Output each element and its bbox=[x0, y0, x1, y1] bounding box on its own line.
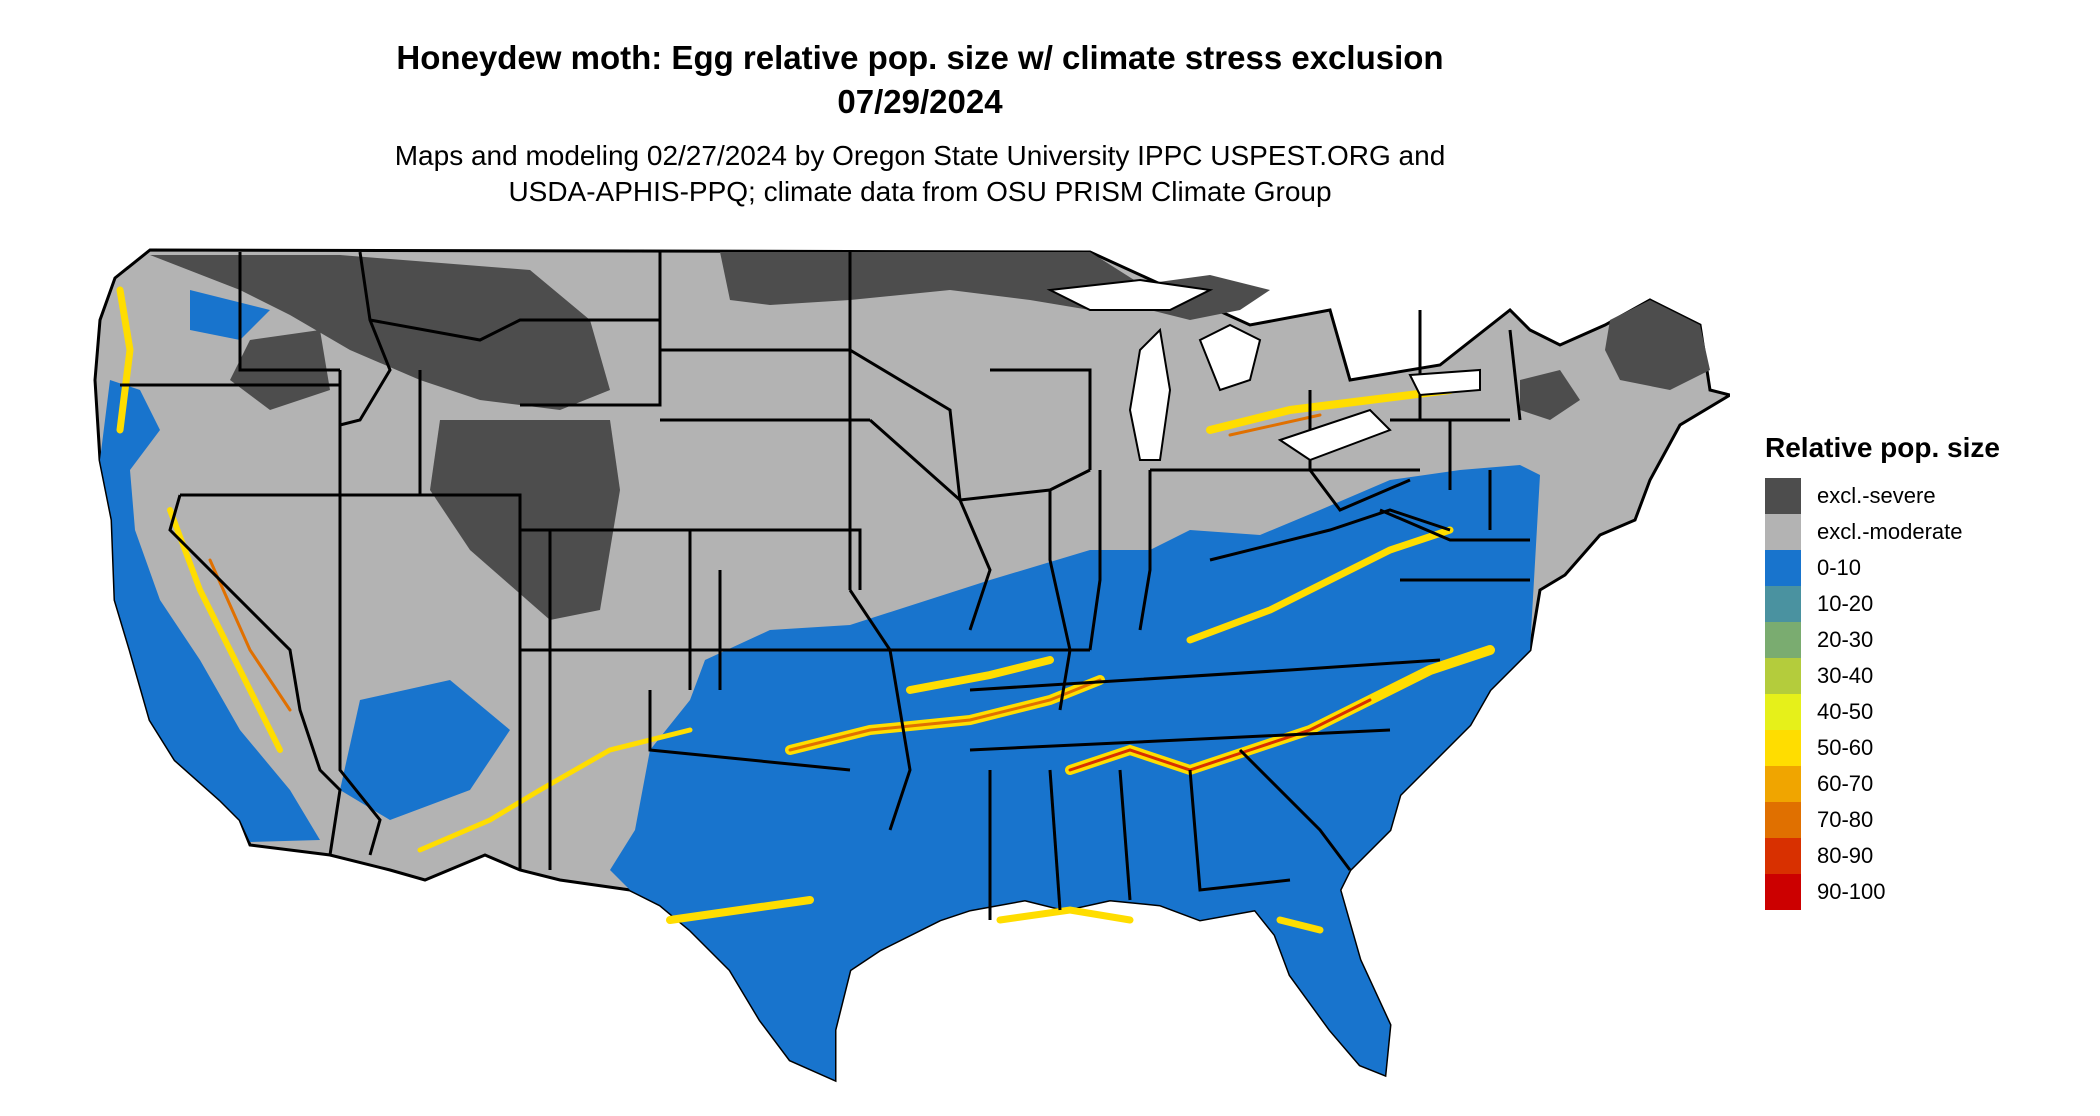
legend-swatch bbox=[1765, 694, 1801, 730]
great-lakes bbox=[1046, 278, 1481, 462]
legend-item: 80-90 bbox=[1765, 838, 2000, 874]
legend-item: excl.-severe bbox=[1765, 478, 2000, 514]
legend-label: 0-10 bbox=[1817, 555, 1862, 580]
us-map bbox=[93, 248, 1730, 1083]
legend-items: excl.-severe excl.-moderate 0-10 10-20 20-30… bbox=[1765, 478, 2000, 910]
legend-swatch bbox=[1765, 874, 1801, 910]
high-population-bands bbox=[116, 286, 1495, 934]
legend-title: Relative pop. size bbox=[1765, 432, 2000, 463]
legend-label: 90-100 bbox=[1817, 879, 1886, 904]
map-date: 07/29/2024 bbox=[837, 83, 1003, 120]
legend-swatch bbox=[1765, 514, 1801, 550]
legend-item: 50-60 bbox=[1765, 730, 2000, 766]
legend-swatch bbox=[1765, 730, 1801, 766]
legend-item: 0-10 bbox=[1765, 550, 2000, 586]
legend-item: 40-50 bbox=[1765, 694, 2000, 730]
legend-label: 70-80 bbox=[1817, 807, 1874, 832]
legend-label: 20-30 bbox=[1817, 627, 1874, 652]
legend-item: 10-20 bbox=[1765, 586, 2000, 622]
state-borders bbox=[120, 251, 1530, 920]
legend-item: 60-70 bbox=[1765, 766, 2000, 802]
legend-label: excl.-severe bbox=[1817, 483, 1936, 508]
map-title: Honeydew moth: Egg relative pop. size w/… bbox=[396, 39, 1444, 76]
legend-label: 60-70 bbox=[1817, 771, 1874, 796]
legend-swatch bbox=[1765, 802, 1801, 838]
legend-item: 90-100 bbox=[1765, 874, 2000, 910]
map-credit-line-2: USDA-APHIS-PPQ; climate data from OSU PR… bbox=[508, 176, 1332, 207]
legend-swatch bbox=[1765, 766, 1801, 802]
legend-label: 10-20 bbox=[1817, 591, 1874, 616]
legend-swatch bbox=[1765, 838, 1801, 874]
legend-item: 30-40 bbox=[1765, 658, 2000, 694]
legend-swatch bbox=[1765, 622, 1801, 658]
legend: Relative pop. size excl.-severe excl.-mod… bbox=[1765, 432, 2000, 910]
legend-label: 40-50 bbox=[1817, 699, 1874, 724]
legend-label: 30-40 bbox=[1817, 663, 1874, 688]
legend-item: excl.-moderate bbox=[1765, 514, 2000, 550]
legend-item: 20-30 bbox=[1765, 622, 2000, 658]
legend-swatch bbox=[1765, 586, 1801, 622]
map-credit-line-1: Maps and modeling 02/27/2024 by Oregon S… bbox=[394, 140, 1446, 171]
legend-swatch bbox=[1765, 478, 1801, 514]
legend-label: 80-90 bbox=[1817, 843, 1874, 868]
legend-swatch bbox=[1765, 550, 1801, 586]
legend-item: 70-80 bbox=[1765, 802, 2000, 838]
legend-label: excl.-moderate bbox=[1817, 519, 1963, 544]
legend-label: 50-60 bbox=[1817, 735, 1874, 760]
legend-swatch bbox=[1765, 658, 1801, 694]
